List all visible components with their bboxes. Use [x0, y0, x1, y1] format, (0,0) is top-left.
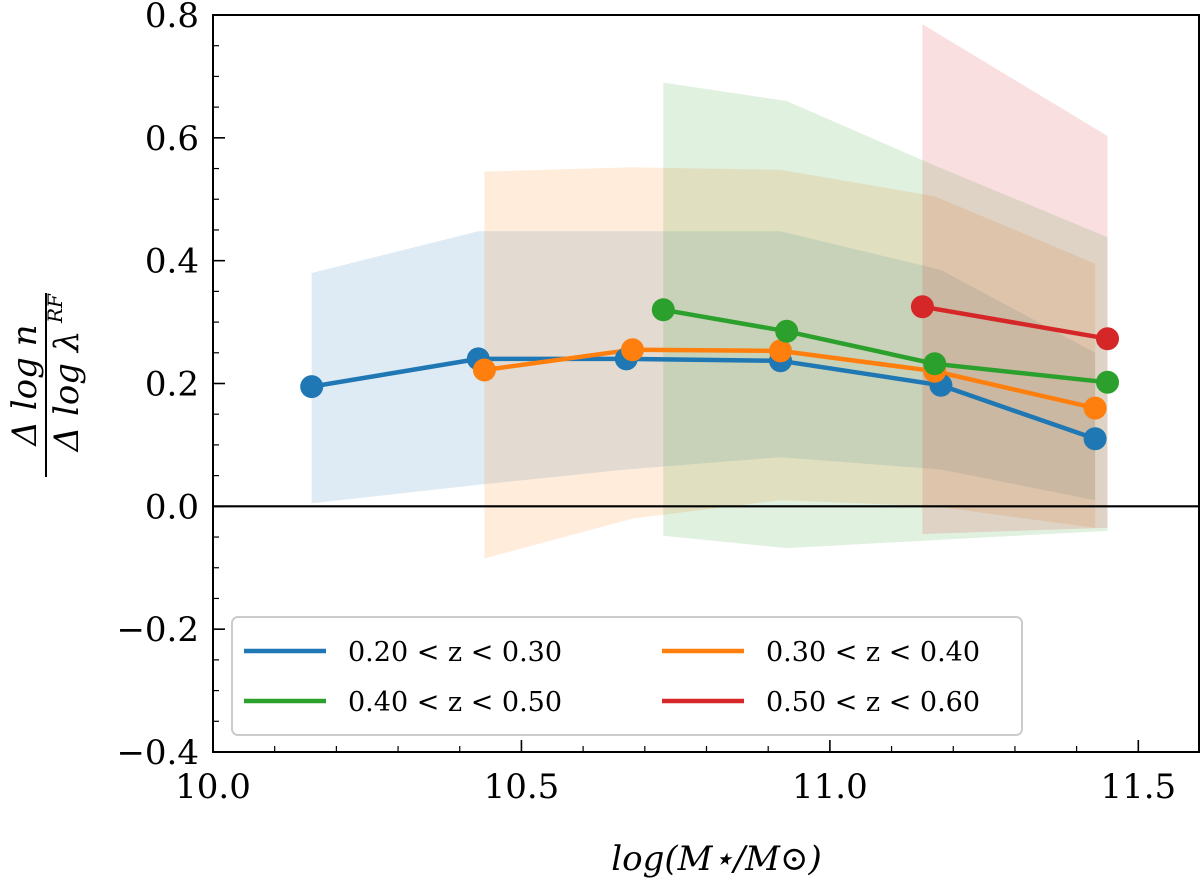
point-0-30-z-0-40-0	[472, 358, 496, 382]
series-points	[300, 295, 1119, 451]
legend-label-0-40-z-0-50: 0.40 < z < 0.50	[348, 687, 562, 718]
y-tick-label: 0.6	[145, 119, 199, 159]
band-0-50-z-0-60	[922, 24, 1108, 534]
y-label-superscript: RF	[43, 293, 67, 324]
x-tick-label: 11.0	[792, 767, 868, 807]
band-0-40-z-0-50	[663, 82, 1108, 549]
legend-box	[231, 616, 1023, 736]
y-label-denominator: Δ log λ	[47, 331, 87, 454]
legend-label-0-20-z-0-30: 0.20 < z < 0.30	[348, 637, 562, 668]
point-0-30-z-0-40-4	[1083, 396, 1107, 420]
point-0-40-z-0-50-2	[923, 352, 947, 376]
series-lines	[311, 304, 1108, 441]
line-0-40-z-0-50	[662, 307, 1108, 385]
point-0-50-z-0-60-1	[1096, 327, 1119, 351]
point-0-50-z-0-60-0	[910, 295, 934, 319]
line-0-20-z-0-30	[311, 356, 1096, 441]
point-0-20-z-0-30-0	[300, 375, 324, 399]
y-tick-label: 0.8	[145, 0, 199, 36]
x-tick-label: 10.0	[175, 767, 251, 807]
y-tick-label: −0.4	[116, 733, 199, 773]
band-0-20-z-0-30	[311, 231, 1096, 504]
x-axis-label: log(M⋆/M⊙)	[611, 839, 822, 879]
point-0-30-z-0-40-2	[769, 339, 792, 363]
y-tick-label: 0.0	[145, 487, 199, 527]
point-0-20-z-0-30-5	[1083, 427, 1107, 451]
x-tick-label: 11.5	[1100, 767, 1176, 807]
y-tick-label: 0.2	[145, 365, 199, 405]
axes: 10.0 10.5 11.0 11.5 −0.4 −0.2 0.0 0.2 0.4 0.6 0.8 l…	[5, 0, 1200, 879]
confidence-bands	[311, 24, 1108, 559]
legend-label-0-50-z-0-60: 0.50 < z < 0.60	[766, 687, 980, 718]
x-tick-label: 10.5	[484, 767, 560, 807]
y-tick-label: −0.2	[116, 610, 199, 650]
legend: 0.20 < z < 0.30 0.30 < z < 0.40 0.40 < z <…	[231, 616, 1023, 736]
y-tick-label: 0.4	[145, 242, 199, 282]
legend-label-0-30-z-0-40: 0.30 < z < 0.40	[766, 637, 980, 668]
point-0-40-z-0-50-1	[775, 319, 799, 343]
y-label-numerator: Δ log n	[5, 324, 45, 447]
point-0-30-z-0-40-1	[621, 338, 644, 362]
line-0-50-z-0-60	[922, 304, 1108, 341]
point-0-40-z-0-50-0	[651, 298, 675, 322]
point-0-40-z-0-50-3	[1096, 370, 1119, 394]
